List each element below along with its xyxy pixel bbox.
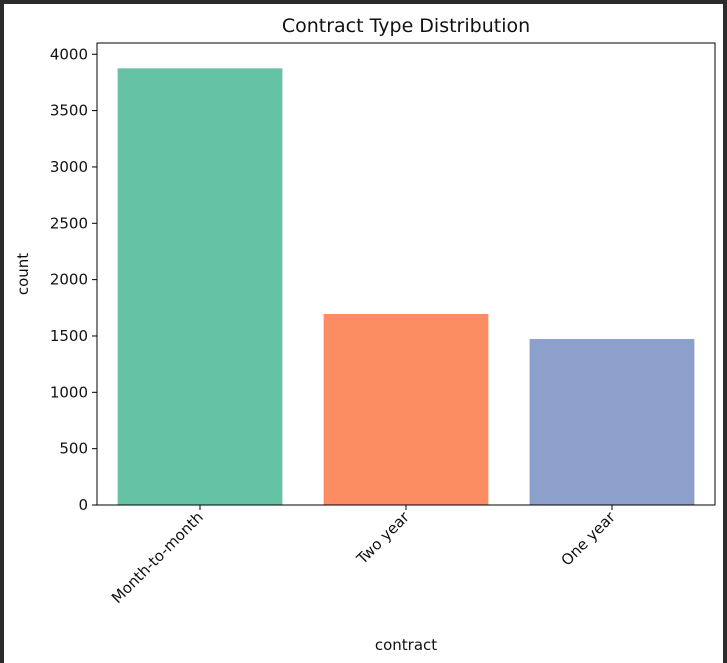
bar-month-to-month (117, 68, 283, 505)
bar-chart: Contract Type Distribution 0 500 1000 1500 2… (14, 15, 716, 654)
y-tick-label: 500 (59, 440, 88, 458)
chart-canvas: Contract Type Distribution 0 500 1000 1500 2… (4, 4, 723, 663)
x-axis-title: contract (375, 636, 437, 654)
y-tick-label: 3000 (50, 158, 88, 176)
y-tick-label: 1000 (50, 383, 88, 401)
chart-title: Contract Type Distribution (282, 15, 530, 37)
y-tick-label: 4000 (50, 45, 88, 63)
y-tick-label: 1500 (50, 327, 88, 345)
bars-group (117, 68, 695, 505)
x-tick-label: One year (557, 508, 619, 570)
y-tick-label: 2500 (50, 214, 88, 232)
x-tick-label: Month-to-month (108, 508, 207, 607)
bar-one-year (529, 339, 695, 505)
x-ticks-group: Month-to-month Two year One year (108, 505, 619, 607)
bar-two-year (323, 314, 489, 505)
y-tick-label: 0 (78, 496, 88, 514)
x-tick-label: Two year (352, 508, 413, 569)
y-tick-label: 2000 (50, 271, 88, 289)
y-axis-title: count (14, 253, 32, 295)
y-tick-label: 3500 (50, 102, 88, 120)
y-ticks-group: 0 500 1000 1500 2000 2500 3000 3500 4000 (50, 45, 97, 514)
